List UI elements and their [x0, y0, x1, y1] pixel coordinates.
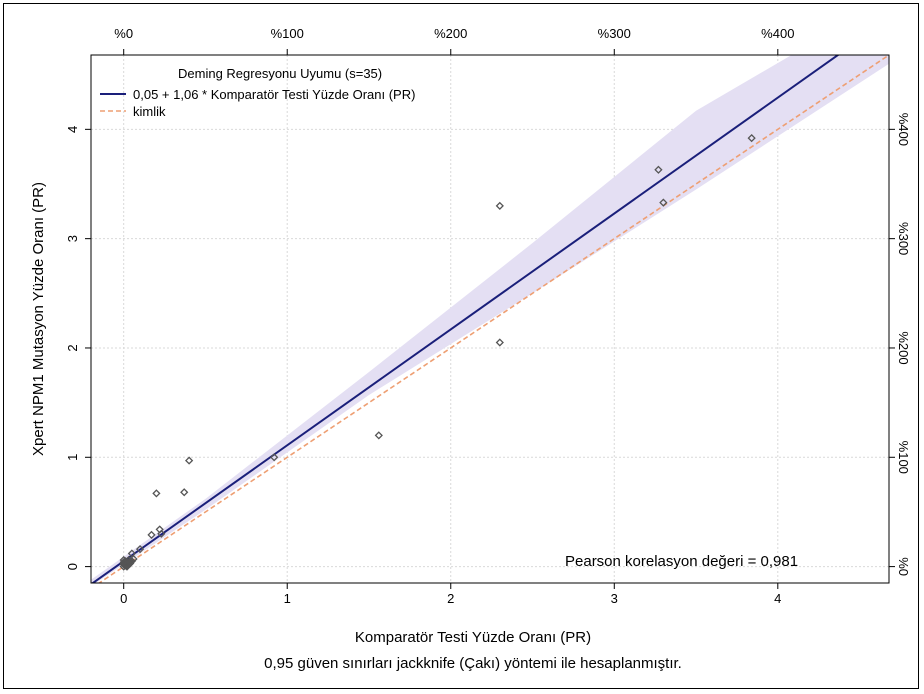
- data-point: [374, 431, 383, 440]
- y-tick-label: 2: [65, 344, 80, 351]
- right-tick-label: %100: [896, 441, 911, 474]
- data-point: [127, 557, 137, 566]
- data-point: [129, 554, 138, 564]
- x-tick-label: 2: [447, 591, 454, 606]
- legend-identity-label: kimlik: [133, 104, 166, 119]
- regression-line: [91, 55, 840, 583]
- legend: Deming Regresyonu Uyumu (s=35) 0,05 + 1,…: [100, 66, 415, 119]
- data-points-layer: [119, 133, 756, 571]
- top-tick-label: %200: [434, 26, 467, 41]
- x-tick-label: 4: [774, 591, 781, 606]
- footnote: 0,95 güven sınırları jackknife (Çakı) yö…: [264, 655, 682, 672]
- data-point: [184, 456, 194, 465]
- x-tick-label: 3: [611, 591, 618, 606]
- data-point: [122, 560, 132, 569]
- data-point: [495, 338, 504, 347]
- top-tick-label: %400: [761, 26, 794, 41]
- data-point: [747, 133, 756, 143]
- legend-title: Deming Regresyonu Uyumu (s=35): [178, 66, 382, 81]
- x-tick-label: 1: [284, 591, 291, 606]
- y-axis-title: Xpert NPM1 Mutasyon Yüzde Oranı (PR): [30, 182, 47, 456]
- data-point: [495, 201, 504, 210]
- confidence-band: [91, 55, 889, 583]
- x-axis-title: Komparatör Testi Yüzde Oranı (PR): [355, 629, 591, 646]
- data-point: [152, 489, 161, 498]
- legend-regression-label: 0,05 + 1,06 * Komparatör Testi Yüzde Ora…: [133, 87, 415, 102]
- y-tick-label: 0: [65, 563, 80, 570]
- confidence-band-layer: [91, 55, 889, 583]
- top-tick-label: %300: [598, 26, 631, 41]
- data-point: [157, 529, 166, 538]
- data-point: [270, 453, 279, 462]
- y-tick-label: 4: [65, 126, 80, 133]
- y-tick-label: 1: [65, 454, 80, 461]
- data-point: [654, 165, 663, 174]
- data-point: [147, 530, 156, 540]
- plot-area-border: [90, 54, 890, 584]
- right-tick-label: %0: [896, 557, 911, 576]
- top-tick-label: %100: [271, 26, 304, 41]
- right-tick-label: %300: [896, 222, 911, 255]
- data-point: [659, 198, 668, 207]
- data-point: [180, 488, 189, 497]
- axis-ticks: 0 1 2 3 4 %0 %100 %200 %300 %400 0 1 2 3 4 %0 %100 %200 %3…: [65, 26, 911, 606]
- pearson-annotation: Pearson korelasyon değeri = 0,981: [565, 553, 798, 570]
- top-tick-label: %0: [114, 26, 133, 41]
- y-tick-label: 3: [65, 235, 80, 242]
- right-tick-label: %400: [896, 113, 911, 146]
- data-point: [135, 544, 145, 554]
- fit-lines-layer: [91, 55, 889, 583]
- identity-line: [97, 55, 889, 583]
- x-tick-label: 0: [120, 591, 127, 606]
- data-point: [119, 558, 128, 567]
- right-tick-label: %200: [896, 331, 911, 364]
